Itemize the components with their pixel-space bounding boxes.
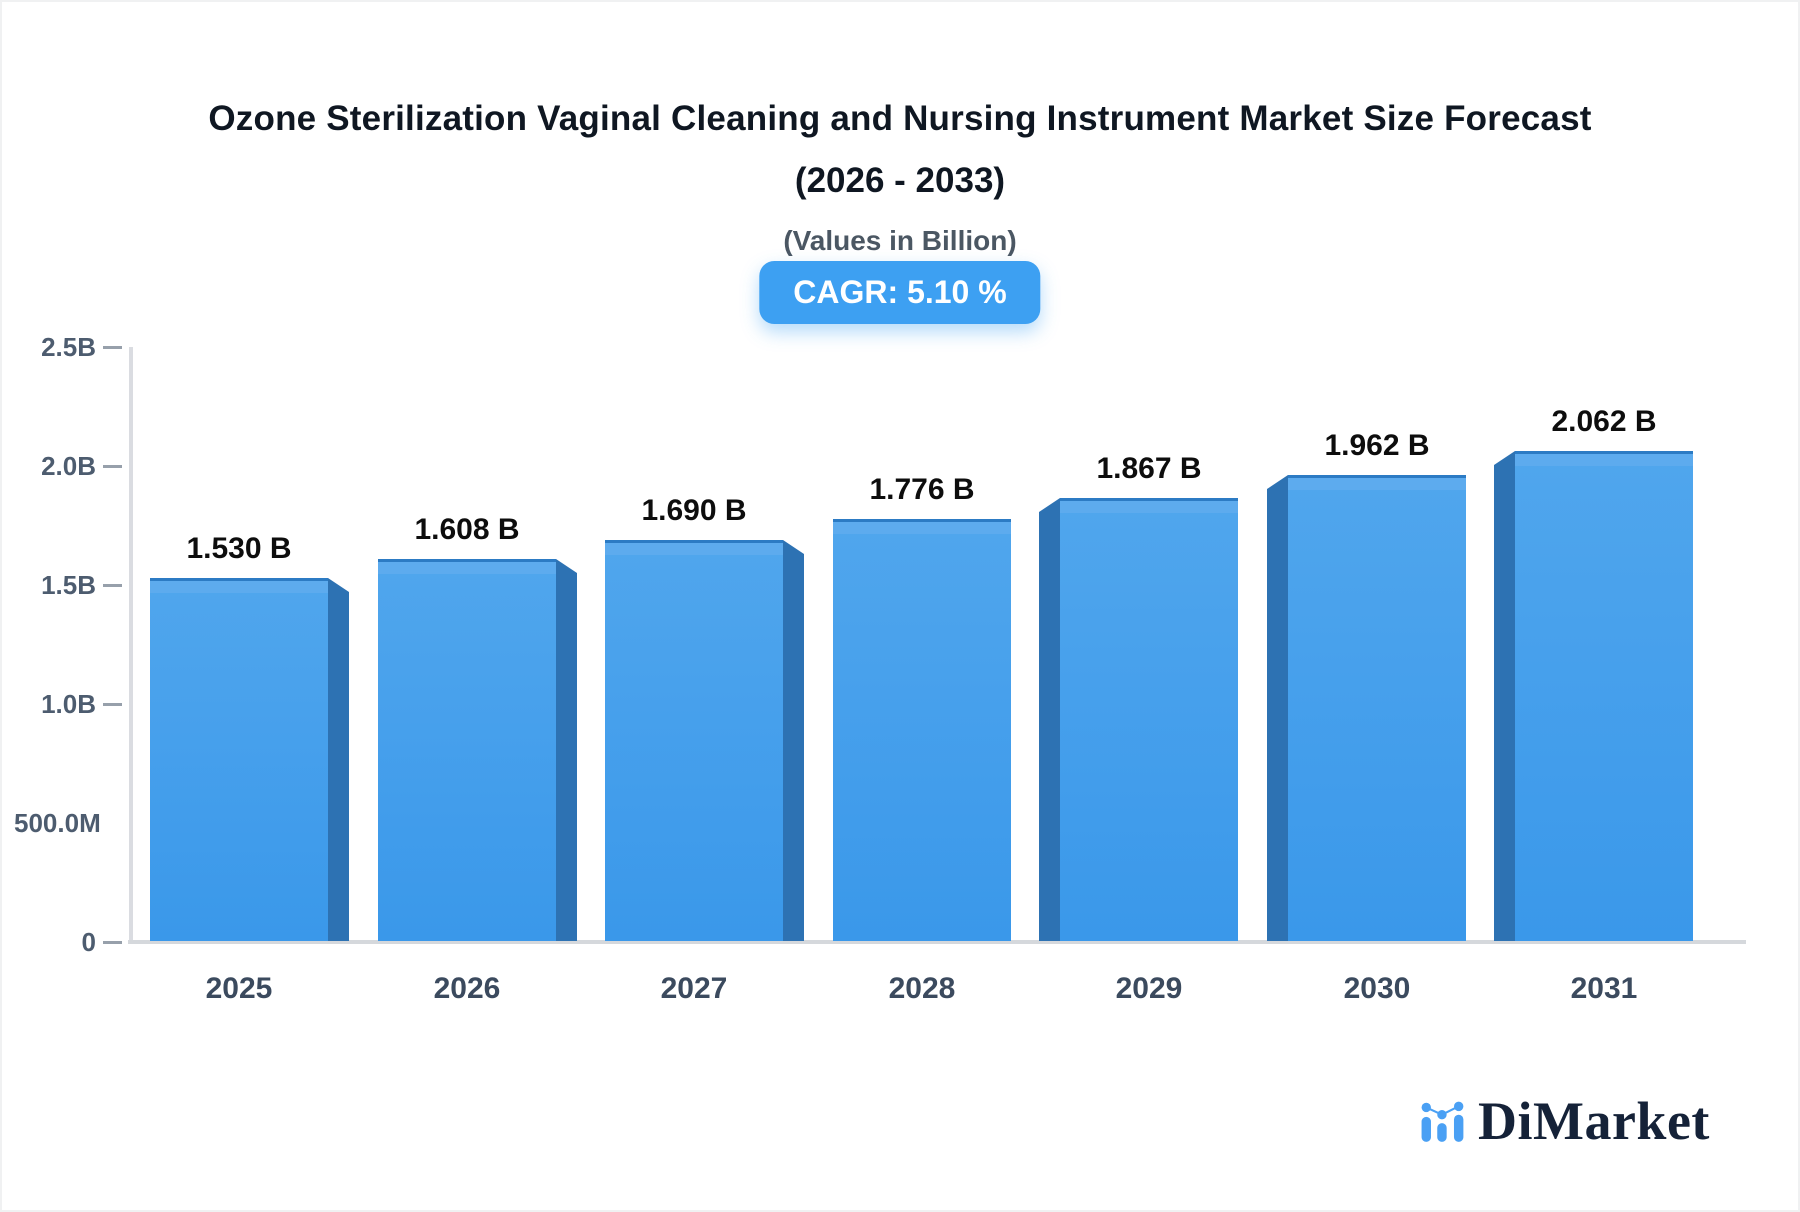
bar-side-face-2030	[1267, 475, 1288, 941]
y-tick-label-500.0M: 500.0M	[14, 808, 101, 838]
bar-2027[interactable]	[605, 540, 783, 941]
bar-value-label-2028: 1.776 B	[869, 473, 975, 506]
bar-2028[interactable]	[833, 519, 1011, 941]
x-axis-label-2031: 2031	[1570, 972, 1638, 1005]
y-tick-mark	[103, 703, 122, 706]
chart-subtitle: (Values in Billion)	[783, 225, 1017, 256]
bar-top-face	[605, 543, 783, 555]
y-tick-label-0: 0	[81, 927, 96, 957]
bar-side-face-2025	[328, 578, 349, 941]
bar-2031[interactable]	[1515, 451, 1693, 941]
brand-name: DiMarket	[1478, 1091, 1710, 1151]
x-axis-label-2025: 2025	[205, 972, 273, 1005]
bar-side-face-2029	[1039, 498, 1060, 941]
y-axis-line	[129, 347, 133, 944]
bar-2029[interactable]	[1060, 498, 1238, 941]
y-tick-label-2.5B: 2.5B	[41, 332, 96, 362]
bar-side-face-2027	[783, 540, 804, 941]
bar-top-face	[1060, 501, 1238, 513]
chart-title-years: (2026 - 2033)	[794, 161, 1006, 200]
bar-2025[interactable]	[150, 578, 328, 941]
y-tick-mark	[103, 584, 122, 587]
bar-side-face-2031	[1494, 451, 1515, 941]
bar-value-label-2026: 1.608 B	[414, 513, 520, 546]
y-tick-label-1.0B: 1.0B	[41, 689, 96, 719]
y-tick-mark	[103, 346, 122, 349]
bar-top-face	[150, 581, 328, 593]
bar-value-label-2029: 1.867 B	[1096, 452, 1202, 485]
bar-value-label-2030: 1.962 B	[1324, 429, 1430, 462]
bar-top-face	[1288, 478, 1466, 490]
y-tick-label-1.5B: 1.5B	[41, 570, 96, 600]
chart-title: Ozone Sterilization Vaginal Cleaning and…	[208, 99, 1592, 138]
bar-side-face-2026	[556, 559, 577, 941]
bar-value-label-2031: 2.062 B	[1551, 405, 1657, 438]
bar-2030[interactable]	[1288, 475, 1466, 941]
x-axis-label-2029: 2029	[1115, 972, 1183, 1005]
dimarket-bars-icon	[1421, 1101, 1464, 1142]
bar-top-face	[1515, 454, 1693, 466]
cagr-badge: CAGR: 5.10 %	[759, 261, 1041, 324]
x-axis-label-2027: 2027	[660, 972, 728, 1005]
bar-2026[interactable]	[378, 559, 556, 941]
brand-logo: DiMarket	[1420, 1090, 1710, 1152]
bar-value-label-2027: 1.690 B	[641, 494, 747, 527]
x-axis-label-2026: 2026	[433, 972, 501, 1005]
y-tick-label-2.0B: 2.0B	[41, 451, 96, 481]
bar-value-label-2025: 1.530 B	[186, 532, 292, 565]
y-tick-mark	[103, 465, 122, 468]
bar-top-face	[378, 562, 556, 574]
y-tick-mark	[103, 941, 122, 944]
x-axis-baseline	[128, 940, 1746, 944]
x-axis-label-2028: 2028	[888, 972, 956, 1005]
x-axis-label-2030: 2030	[1343, 972, 1411, 1005]
bar-top-face	[833, 522, 1011, 534]
